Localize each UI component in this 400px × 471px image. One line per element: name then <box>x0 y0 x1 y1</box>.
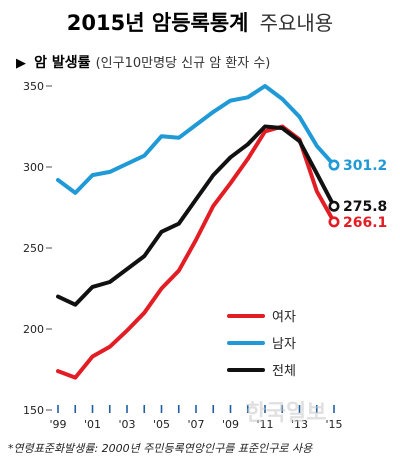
series-line-2 <box>56 124 336 307</box>
x-tick-label-1: '01 <box>84 418 101 431</box>
chart-title-bold: 2015년 암등록통계 <box>67 11 249 35</box>
chart-title-light: 주요내용 <box>260 11 334 35</box>
x-tick-label-3: '05 <box>153 418 170 431</box>
x-tick-label-5: '09 <box>222 418 239 431</box>
chart-subtitle: ▶ 암 발생률 (인구10만명당 신규 암 환자 수) <box>16 52 270 71</box>
subtitle-bold: 암 발생률 <box>34 54 91 71</box>
x-tick-label-4: '07 <box>187 418 204 431</box>
series-end-point-1 <box>328 159 340 171</box>
x-tick-label-6: '11 <box>256 418 273 431</box>
x-axis: '99 '01 '03 '05 '07 '09 '11 '13 '15 <box>49 405 343 431</box>
y-tick-label-250: 250 <box>23 242 44 255</box>
series-end-label-1: 301.2 <box>343 158 387 174</box>
x-tick-label-7: '13 <box>291 418 308 431</box>
series-end-label-2: 275.8 <box>343 199 387 215</box>
series-layer <box>56 84 340 380</box>
legend-label-2: 전체 <box>272 364 296 379</box>
legend-label-0: 여자 <box>272 310 296 325</box>
footnote: *연령표준화발생률: 2000년 주민등록연앙인구를 표준인구로 사용 <box>8 442 313 455</box>
x-tick-label-2: '03 <box>118 418 135 431</box>
chart-title: 2015년 암등록통계 주요내용 <box>67 11 333 35</box>
y-axis: 150 200 250 300 350 <box>23 80 52 417</box>
x-tick-label-0: '99 <box>49 418 66 431</box>
subtitle-light: (인구10만명당 신규 암 환자 수) <box>96 56 271 71</box>
watermark: 한국일보 <box>246 401 327 426</box>
subtitle-marker-icon: ▶ <box>16 56 26 71</box>
series-end-point-0 <box>328 216 340 228</box>
legend-label-1: 남자 <box>272 337 296 352</box>
x-tick-label-8: '15 <box>325 418 342 431</box>
y-tick-label-350: 350 <box>23 80 44 93</box>
y-tick-label-200: 200 <box>23 323 44 336</box>
end-labels: 266.1 301.2 275.8 <box>343 158 387 231</box>
series-end-label-0: 266.1 <box>343 215 387 231</box>
y-tick-label-150: 150 <box>23 404 44 417</box>
series-end-point-2 <box>328 200 340 212</box>
series-line-1 <box>56 84 336 195</box>
y-tick-label-300: 300 <box>23 161 44 174</box>
